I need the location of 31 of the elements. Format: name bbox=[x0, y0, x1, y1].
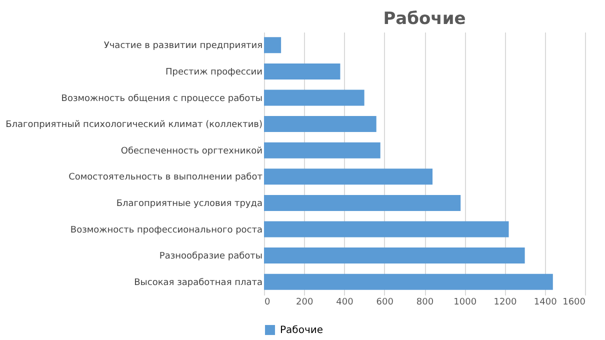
bar bbox=[264, 168, 433, 185]
x-tick-label: 400 bbox=[336, 298, 354, 308]
x-tick-label: 1600 bbox=[562, 298, 586, 308]
y-tick-label: Престиж профессии bbox=[166, 67, 263, 78]
x-tick-label: 1400 bbox=[534, 298, 558, 308]
y-tick-label: Участие в развитии предприятия bbox=[104, 41, 262, 52]
x-tick-label: 0 bbox=[264, 298, 270, 308]
x-tick-label: 200 bbox=[296, 298, 314, 308]
y-tick-label: Высокая заработная плата bbox=[134, 278, 262, 288]
y-tick-label: Разнообразие работы bbox=[159, 252, 262, 262]
bar bbox=[264, 90, 364, 106]
y-tick-label: Возможность профессионального роста bbox=[70, 225, 262, 236]
bar bbox=[264, 63, 340, 80]
y-tick-label: Благоприятные условия труда bbox=[116, 198, 262, 209]
legend-label: Рабочие bbox=[280, 325, 324, 336]
bar bbox=[264, 221, 509, 238]
y-tick-label: Возможность общения с процессе работы bbox=[61, 94, 262, 104]
x-tick-label: 800 bbox=[416, 298, 434, 308]
x-tick-label: 600 bbox=[376, 298, 394, 308]
y-tick-label: Благоприятный психологический климат (коллектив) bbox=[6, 120, 262, 130]
chart-title: Рабочие bbox=[383, 9, 466, 29]
bar bbox=[264, 142, 380, 158]
bar bbox=[264, 274, 553, 290]
x-tick-label: 1000 bbox=[454, 298, 477, 308]
bar bbox=[264, 37, 282, 54]
bar bbox=[264, 248, 525, 264]
bar bbox=[264, 116, 376, 132]
x-tick-label: 1200 bbox=[494, 298, 517, 308]
y-tick-label: Обеспеченность оргтехникой bbox=[120, 146, 263, 156]
bar bbox=[264, 194, 461, 211]
y-tick-label: Сомостоятельность в выполнении работ bbox=[68, 172, 262, 183]
